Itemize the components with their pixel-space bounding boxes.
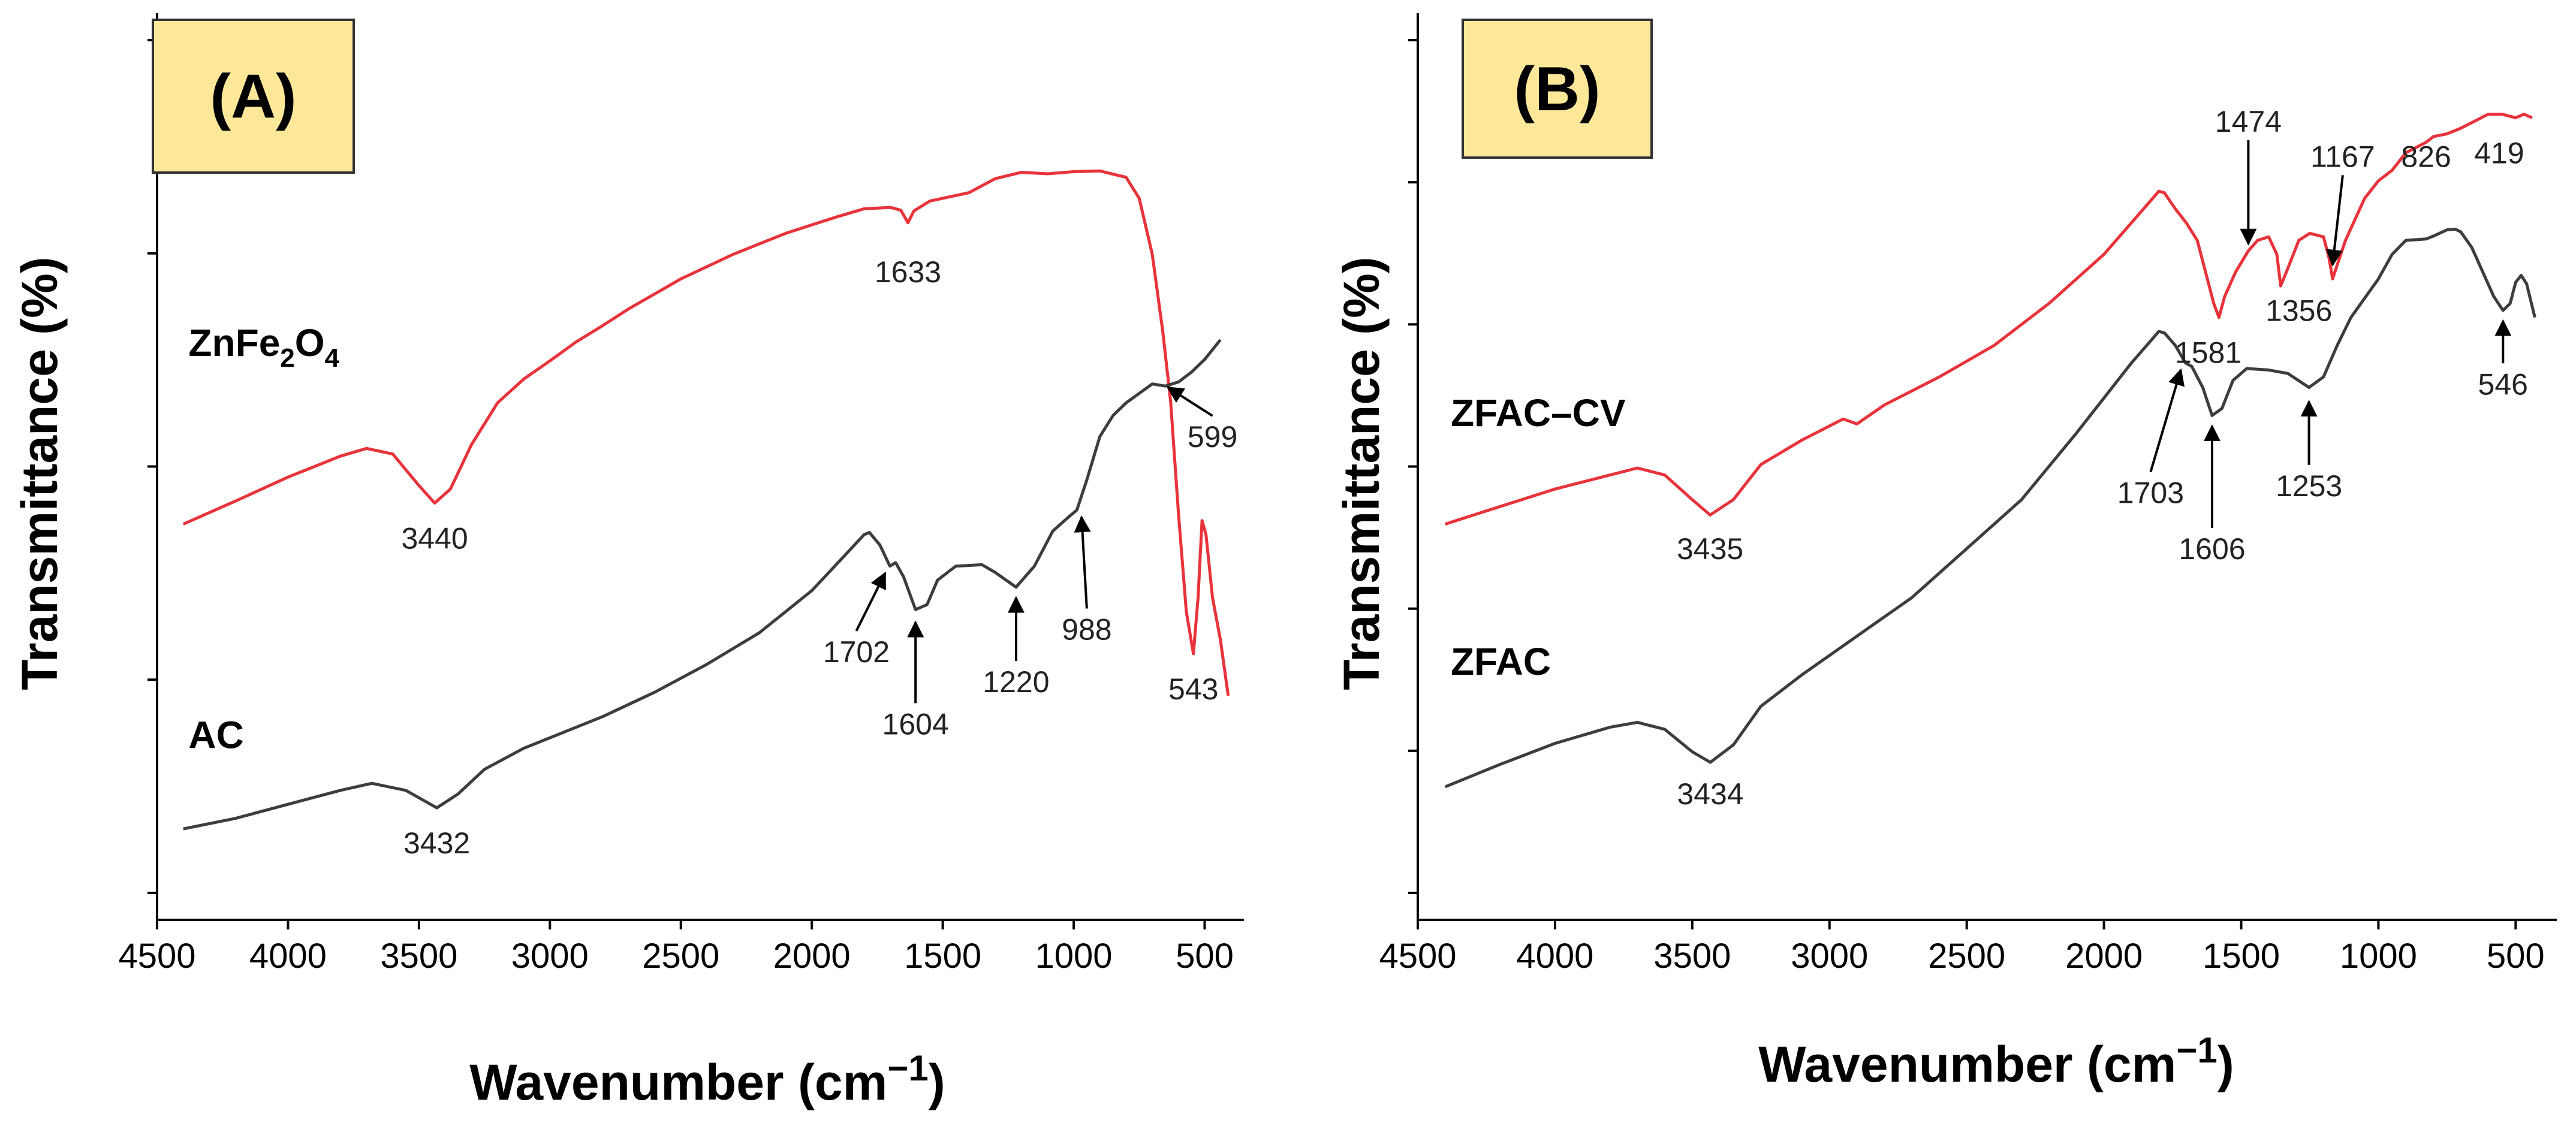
peak-arrow xyxy=(2325,175,2344,267)
peak-label: 3432 xyxy=(403,826,470,860)
x-tick-label: 3000 xyxy=(511,937,589,976)
series-line-zfac-cv xyxy=(1445,113,2533,526)
peak-label: 1356 xyxy=(2265,294,2332,328)
peak-label: 419 xyxy=(2474,136,2524,170)
peak-label: 1703 xyxy=(2117,476,2184,509)
x-tick-label: 1000 xyxy=(2340,937,2417,976)
x-tick-label: 500 xyxy=(2487,937,2545,976)
x-tick-label: 2000 xyxy=(773,937,851,976)
panel-label-box xyxy=(152,19,355,174)
peak-label: 1702 xyxy=(823,635,890,669)
panel-label-box xyxy=(1462,19,1653,159)
series-label: AC xyxy=(188,714,243,757)
x-axis-title: Wavenumber (cm−1) xyxy=(469,1048,945,1110)
x-tick-label: 3500 xyxy=(380,937,457,976)
series-label: ZnFe2O4 xyxy=(188,321,339,373)
panel-label: (A) xyxy=(210,62,296,132)
y-axis-title: Transmittance (%) xyxy=(11,256,68,690)
x-tick-label: 2500 xyxy=(642,937,719,976)
panel-b: 4500 4000 3500 3000 2500 2000 1500 1000 500 Waven… xyxy=(1333,13,2557,1092)
panel-label: (B) xyxy=(1514,55,1600,124)
x-tick-label: 3500 xyxy=(1653,937,1731,976)
peak-label: 3440 xyxy=(401,521,468,555)
peak-arrow xyxy=(2149,368,2185,473)
peak-label: 1167 xyxy=(2310,140,2375,173)
x-tick-label: 4500 xyxy=(1379,937,1456,976)
peak-label: 1220 xyxy=(983,665,1049,699)
x-tick-label: 4000 xyxy=(249,937,327,976)
x-tick-label: 1500 xyxy=(904,937,981,976)
peak-label: 1581 xyxy=(2175,336,2241,370)
peak-arrow xyxy=(855,571,887,632)
x-tick-label: 4500 xyxy=(118,937,195,976)
peak-label: 1253 xyxy=(2276,469,2342,503)
x-tick-label: 1000 xyxy=(1035,937,1113,976)
x-tick-label: 500 xyxy=(1176,937,1234,976)
peak-label: 1604 xyxy=(882,707,949,741)
series-line-ac xyxy=(183,339,1222,831)
peak-label: 543 xyxy=(1168,672,1218,706)
x-tick-label: 4000 xyxy=(1516,937,1593,976)
y-axis-title: Transmittance (%) xyxy=(1333,256,1390,690)
series-line-znfe2o4 xyxy=(182,169,1230,696)
peak-label: 826 xyxy=(2401,140,2451,173)
x-tick-label: 2000 xyxy=(2065,937,2143,976)
peak-label: 599 xyxy=(1188,420,1237,454)
x-tick-label: 2500 xyxy=(1928,937,2005,976)
peak-label: 3435 xyxy=(1677,532,1743,566)
peak-label: 988 xyxy=(1062,612,1111,646)
series-label: ZFAC xyxy=(1451,640,1551,683)
x-axis-title: Wavenumber (cm−1) xyxy=(1758,1030,2234,1092)
panel-a: 4500 4000 3500 3000 2500 2000 1500 1000 500 Waven… xyxy=(11,13,1244,1110)
peak-label: 3434 xyxy=(1677,777,1743,811)
x-tick-label: 3000 xyxy=(1791,937,1868,976)
peak-label: 1474 xyxy=(2215,105,2282,138)
peak-arrow xyxy=(1166,386,1213,417)
peak-label: 1633 xyxy=(875,255,941,289)
peak-label: 546 xyxy=(2478,367,2528,401)
peak-label: 1606 xyxy=(2179,532,2245,566)
x-tick-label: 1500 xyxy=(2203,937,2280,976)
series-line-zfac xyxy=(1444,227,2536,789)
peak-arrow xyxy=(1074,515,1091,609)
series-label: ZFAC–CV xyxy=(1451,391,1626,434)
